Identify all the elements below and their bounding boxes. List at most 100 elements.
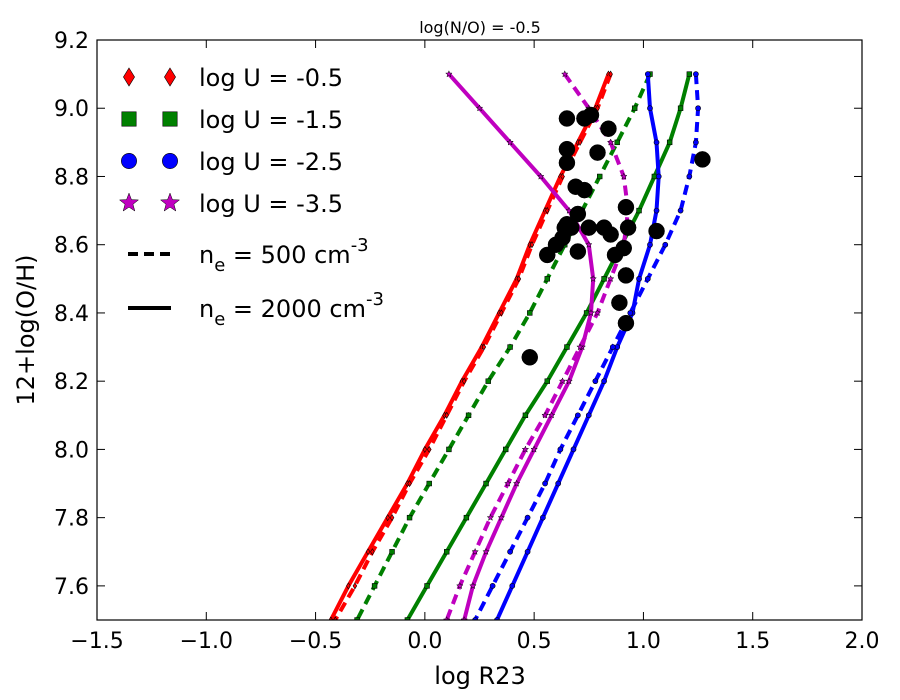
- series-2: [404, 71, 693, 620]
- observed-point: [558, 154, 576, 172]
- series-marker: [446, 446, 452, 453]
- series-marker: [499, 309, 504, 317]
- legend-label: log U = -2.5: [199, 148, 343, 176]
- series-marker: [593, 308, 602, 317]
- series-marker: [677, 105, 684, 111]
- legend-entry: log U = -1.5: [121, 106, 343, 134]
- legend-marker: [121, 111, 137, 127]
- series-marker: [614, 139, 620, 146]
- series-marker: [444, 411, 449, 419]
- series-marker: [471, 547, 479, 556]
- axis-ticks: −1.5 −1.0 −0.5 0.0 0.5 1.0 1.5 2.0 7.6 7.8 8.0 8.2 8…: [54, 29, 880, 654]
- series-marker: [521, 445, 530, 453]
- observed-point: [600, 120, 617, 137]
- y-tick-label: 7.8: [54, 507, 89, 532]
- series-marker: [527, 310, 533, 316]
- series-3: [354, 71, 653, 620]
- x-tick-label: −0.5: [289, 629, 342, 654]
- observed-point: [582, 106, 600, 124]
- y-tick-label: 9.2: [54, 29, 89, 54]
- x-tick-label: 2.0: [845, 629, 880, 654]
- series-marker: [644, 275, 651, 282]
- series-marker: [385, 514, 390, 522]
- series-marker: [601, 378, 607, 385]
- series-marker: [631, 105, 638, 111]
- series-marker: [653, 139, 660, 146]
- series-marker: [512, 479, 521, 487]
- series-marker: [427, 445, 432, 453]
- series-marker: [655, 173, 662, 180]
- observed-point: [589, 144, 606, 161]
- series-marker: [522, 412, 529, 418]
- series-marker: [328, 616, 334, 620]
- y-tick-label: 8.4: [54, 302, 89, 327]
- series-marker: [333, 616, 338, 620]
- series-marker: [509, 583, 516, 589]
- series-5: [472, 71, 701, 620]
- series-marker: [475, 104, 484, 112]
- series-marker: [545, 207, 550, 215]
- series-marker: [544, 276, 550, 282]
- series-marker: [693, 139, 699, 146]
- series-marker: [516, 275, 522, 283]
- series-marker: [489, 583, 496, 589]
- legend-entry: log U = -3.5: [118, 190, 343, 218]
- legend-label: log U = -3.5: [199, 190, 343, 218]
- series-marker: [482, 547, 490, 556]
- series-marker: [555, 480, 562, 487]
- series-marker: [424, 583, 430, 589]
- series-marker: [389, 549, 395, 555]
- series-line: [444, 72, 631, 620]
- legend-marker: [118, 192, 140, 212]
- x-tick-label: −1.0: [180, 629, 233, 654]
- legend-entry: log U = -0.5: [123, 64, 343, 92]
- series-marker: [589, 274, 597, 283]
- observed-point: [617, 314, 635, 332]
- x-tick-label: 1.5: [735, 629, 770, 654]
- observed-point: [558, 110, 576, 127]
- observed-point: [580, 219, 598, 236]
- series-marker: [647, 241, 653, 248]
- series-marker: [587, 308, 595, 317]
- series-marker: [606, 138, 615, 146]
- legend-label: log U = -1.5: [199, 106, 343, 134]
- series-marker: [693, 71, 699, 77]
- series-marker: [601, 276, 607, 282]
- x-tick-label: 0.0: [407, 629, 442, 654]
- series-marker: [695, 105, 701, 112]
- observed-point: [694, 151, 711, 168]
- series-marker: [547, 411, 556, 419]
- series-marker: [585, 412, 592, 419]
- series-marker: [541, 411, 549, 419]
- series-marker: [584, 240, 593, 248]
- series-marker: [564, 344, 570, 350]
- observed-point: [602, 226, 619, 243]
- series-marker: [560, 172, 565, 181]
- legend-marker: [162, 111, 178, 127]
- series-marker: [575, 412, 581, 419]
- observed-point: [539, 246, 556, 264]
- series-marker: [472, 617, 478, 620]
- series-marker: [371, 583, 378, 589]
- legend-entry: log U = -2.5: [121, 148, 343, 176]
- y-tick-label: 8.8: [54, 165, 89, 190]
- series-marker: [524, 548, 531, 555]
- series-marker: [504, 479, 512, 487]
- y-tick-label: 9.0: [54, 97, 89, 122]
- series-marker: [544, 378, 550, 384]
- series-marker: [365, 548, 371, 556]
- series-marker: [597, 173, 603, 180]
- series-marker: [636, 207, 642, 214]
- x-tick-label: −1.5: [70, 629, 123, 654]
- series-marker: [481, 343, 487, 351]
- series-marker: [627, 310, 634, 316]
- series-marker: [530, 445, 538, 453]
- series-marker: [576, 343, 584, 351]
- series-marker: [583, 310, 590, 316]
- y-tick-label: 8.2: [54, 370, 89, 395]
- observed-point: [619, 219, 637, 236]
- x-tick-label: 0.5: [517, 629, 552, 654]
- series-marker: [557, 446, 564, 453]
- series-marker: [686, 71, 693, 77]
- series-marker: [529, 241, 535, 249]
